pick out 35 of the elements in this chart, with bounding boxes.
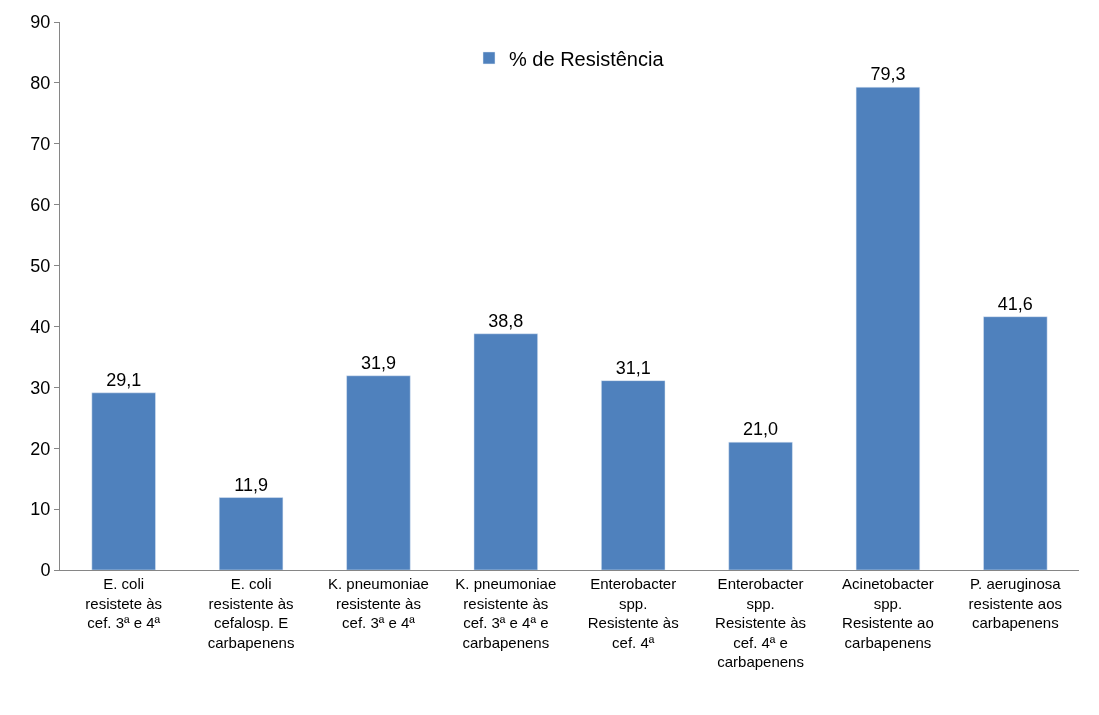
x-tick-label: P. aeruginosa resistente aos carbapenens	[968, 575, 1063, 631]
x-tick-label: Enterobacter spp. Resistente às cef. 4ª	[587, 575, 679, 651]
data-label: 41,6	[997, 293, 1033, 314]
x-tick-label: Acinetobacter spp. Resistente ao carbapenens	[842, 575, 934, 651]
y-tick-label: 80	[30, 73, 51, 94]
data-label: 31,1	[615, 357, 651, 378]
y-tick-label: 30	[30, 377, 51, 398]
bar	[983, 316, 1048, 570]
x-tick-label: Enterobacter spp. Resistente às cef. 4ª e carbapenens	[715, 575, 807, 670]
y-tick-label: 0	[40, 560, 51, 581]
x-tick-label: K. pneumoniae resistente às cef. 3ª e 4ª e carbapenens	[455, 575, 557, 651]
bar	[855, 86, 921, 570]
y-tick-label: 50	[30, 255, 51, 276]
bar	[473, 333, 538, 570]
data-label: 11,9	[234, 474, 268, 495]
y-tick-label: 70	[30, 134, 51, 155]
x-tick-label: K. pneumoniae resistente às cef. 3ª e 4ª	[327, 575, 429, 631]
bar	[728, 441, 793, 570]
x-tick-label: E. coli resistente às cefalosp. E carbapenens	[207, 575, 295, 651]
y-tick-label: 60	[30, 194, 51, 215]
y-tick-label: 90	[30, 12, 51, 33]
y-tick-label: 10	[30, 499, 51, 520]
y-tick-label: 20	[30, 438, 51, 459]
data-label: 29,1	[106, 369, 142, 390]
y-tick-label: 40	[30, 316, 51, 337]
bar	[218, 497, 284, 570]
data-label: 31,9	[360, 352, 396, 373]
bar	[346, 375, 411, 570]
bar	[91, 392, 156, 570]
data-label: 38,8	[488, 310, 524, 331]
data-label: 21,0	[743, 419, 779, 440]
x-tick-label: E. coli resistete às cef. 3ª e 4ª	[85, 575, 163, 631]
bar	[601, 380, 666, 570]
data-label: 79,3	[870, 64, 906, 85]
legend-label: % de Resistência	[509, 47, 665, 70]
